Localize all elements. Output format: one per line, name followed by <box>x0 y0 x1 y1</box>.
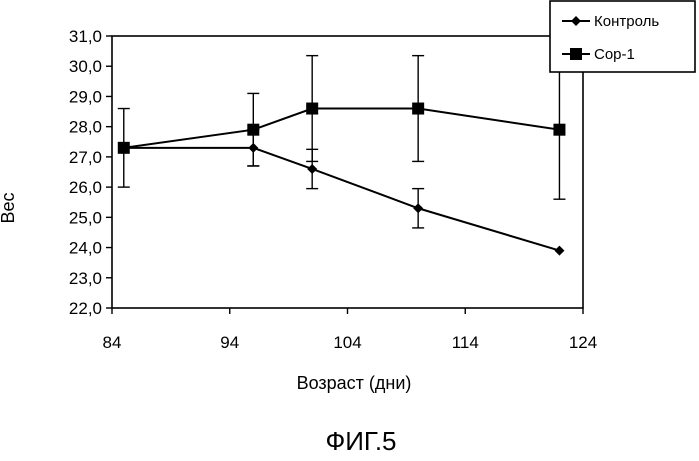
x-tick-label: 94 <box>220 333 239 352</box>
y-tick-label: 26,0 <box>69 178 102 197</box>
x-tick-label: 124 <box>569 333 597 352</box>
figure-caption: ФИГ.5 <box>325 426 396 456</box>
data-point-diamond <box>307 164 317 174</box>
y-tick-label: 25,0 <box>69 208 102 227</box>
data-point-square <box>412 103 424 115</box>
x-tick-label: 114 <box>452 333 479 352</box>
x-axis-label: Возраст (дни) <box>297 373 412 393</box>
y-tick-label: 22,0 <box>69 299 102 318</box>
data-point-square <box>247 124 259 136</box>
data-point-diamond <box>413 203 423 213</box>
legend-marker-square <box>570 48 582 60</box>
x-tick-label: 84 <box>103 333 122 352</box>
series-1 <box>119 130 565 256</box>
data-point-square <box>306 103 318 115</box>
legend: Контроль Cop-1 <box>550 1 695 72</box>
x-tick-label: 104 <box>333 333 361 352</box>
series-line <box>124 148 560 251</box>
y-tick-label: 29,0 <box>69 87 102 106</box>
axes <box>112 36 583 308</box>
series-2 <box>118 56 566 200</box>
data-point-square <box>118 142 130 154</box>
legend-label-control: Контроль <box>594 13 659 30</box>
plot-area-border <box>112 36 583 308</box>
y-tick-label: 31,0 <box>69 27 102 46</box>
legend-label-cop1: Cop-1 <box>594 46 635 63</box>
y-axis-ticks: 22,0 23,0 24,0 25,0 26,0 27,0 28,0 29,0 30,0 31,0 <box>69 27 112 318</box>
data-point-diamond <box>554 246 564 256</box>
data-point-square <box>553 124 565 136</box>
series-layer <box>118 56 566 256</box>
y-tick-label: 30,0 <box>69 57 102 76</box>
y-tick-label: 28,0 <box>69 118 102 137</box>
y-tick-label: 27,0 <box>69 148 102 167</box>
series-line <box>124 109 560 148</box>
x-axis-ticks: 84 94 104 114 124 <box>103 308 598 352</box>
y-tick-label: 24,0 <box>69 239 102 258</box>
y-axis-label: Вес <box>0 192 18 223</box>
y-tick-label: 23,0 <box>69 269 102 288</box>
